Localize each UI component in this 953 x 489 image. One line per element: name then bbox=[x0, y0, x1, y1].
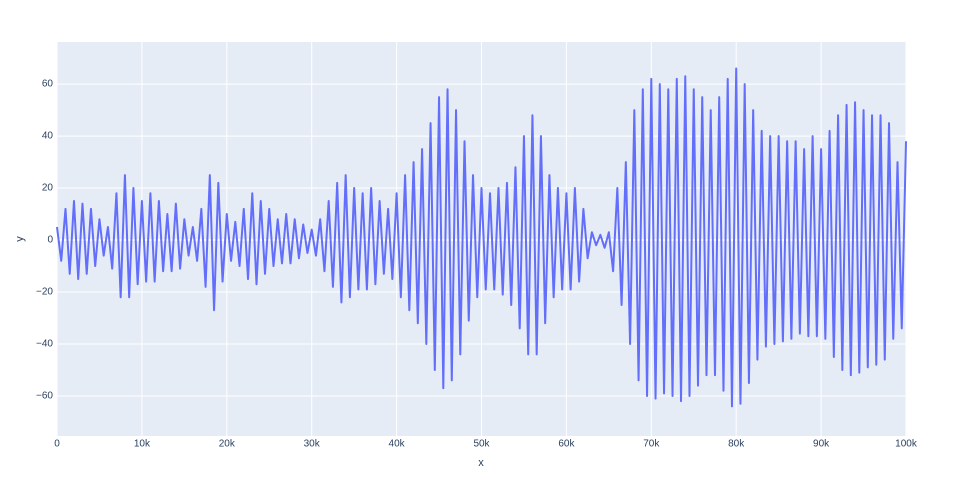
y-tick-label: 60 bbox=[42, 79, 54, 90]
x-tick-label: 40k bbox=[389, 439, 406, 450]
x-tick-label: 100k bbox=[895, 439, 918, 450]
x-tick-label: 30k bbox=[304, 439, 321, 450]
x-tick-label: 90k bbox=[813, 439, 830, 450]
y-tick-label: −60 bbox=[36, 391, 53, 402]
x-tick-label: 0 bbox=[54, 439, 60, 450]
y-tick-label: −20 bbox=[36, 287, 53, 298]
y-axis-title: y bbox=[14, 236, 26, 242]
y-tick-label: 40 bbox=[42, 131, 54, 142]
x-tick-label: 10k bbox=[134, 439, 151, 450]
line-series bbox=[56, 67, 907, 408]
y-tick-label: 20 bbox=[42, 183, 54, 194]
x-tick-label: 20k bbox=[219, 439, 236, 450]
x-tick-label: 60k bbox=[558, 439, 575, 450]
x-tick-label: 80k bbox=[728, 439, 745, 450]
grid bbox=[56, 42, 907, 436]
x-tick-label: 70k bbox=[643, 439, 660, 450]
y-tick-label: −40 bbox=[36, 339, 53, 350]
x-axis-title: x bbox=[478, 457, 484, 469]
x-tick-label: 50k bbox=[473, 439, 490, 450]
y-tick-label: 0 bbox=[47, 235, 53, 246]
marks bbox=[56, 67, 907, 408]
